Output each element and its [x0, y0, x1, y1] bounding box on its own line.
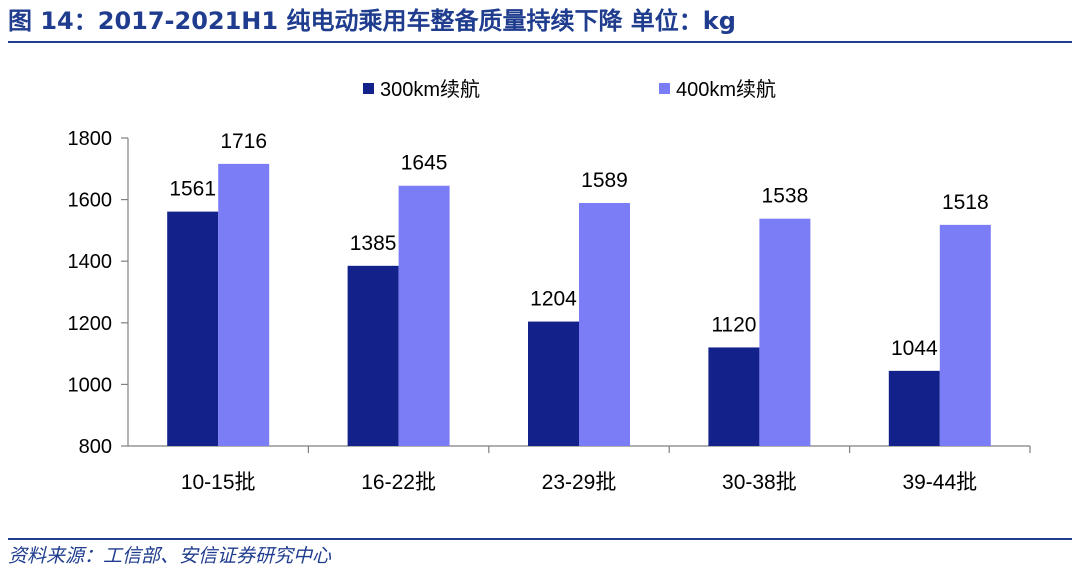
bar — [579, 202, 630, 446]
data-label: 1044 — [891, 337, 938, 360]
bar — [759, 218, 811, 446]
bar — [167, 211, 219, 446]
bar — [939, 224, 991, 446]
data-label: 1589 — [581, 169, 628, 192]
y-tick-label: 1200 — [68, 313, 113, 335]
legend-label: 300km续航 — [380, 78, 480, 101]
legend-swatch — [363, 83, 374, 94]
title-divider — [8, 41, 1072, 43]
y-tick-label: 1800 — [68, 128, 113, 150]
data-label: 1561 — [169, 178, 216, 201]
bar — [218, 163, 270, 446]
y-tick-label: 1600 — [68, 190, 113, 212]
x-tick-label: 39-44批 — [902, 471, 977, 494]
bar — [708, 347, 760, 446]
data-label: 1518 — [942, 191, 989, 214]
data-label: 1120 — [711, 313, 756, 336]
data-label: 1716 — [220, 130, 267, 153]
bar — [398, 185, 450, 447]
y-axis: 800 1000 1200 1400 1600 1800 — [68, 128, 129, 458]
data-labels: 1561 1716 1385 1645 1204 1589 1120 1538 1044 1518 — [169, 130, 988, 360]
figure-source: 资料来源：工信部、安信证券研究中心 — [8, 545, 332, 567]
x-tick-label: 16-22批 — [361, 471, 436, 494]
x-tick-label: 23-29批 — [542, 471, 617, 494]
legend-swatch — [659, 83, 670, 94]
bar — [347, 265, 399, 446]
data-label: 1204 — [530, 288, 577, 311]
x-axis: 10-15批 16-22批 23-29批 30-38批 39-44批 — [128, 445, 1031, 494]
bar — [888, 370, 940, 446]
bar — [528, 321, 579, 446]
y-tick-label: 1000 — [68, 374, 113, 396]
y-tick-label: 1400 — [68, 251, 113, 273]
legend-label: 400km续航 — [676, 78, 776, 101]
bar-series — [167, 163, 991, 447]
x-tick-label: 10-15批 — [181, 471, 256, 494]
figure-title: 图 14：2017-2021H1 纯电动乘用车整备质量持续下降 单位：kg — [8, 7, 736, 35]
data-label: 1385 — [350, 232, 397, 255]
y-tick-label: 800 — [79, 436, 112, 458]
source-divider — [8, 538, 1072, 540]
data-label: 1645 — [401, 152, 448, 175]
chart-legend: 300km续航 400km续航 — [363, 78, 776, 101]
x-tick-label: 30-38批 — [722, 471, 797, 494]
data-label: 1538 — [762, 185, 809, 208]
